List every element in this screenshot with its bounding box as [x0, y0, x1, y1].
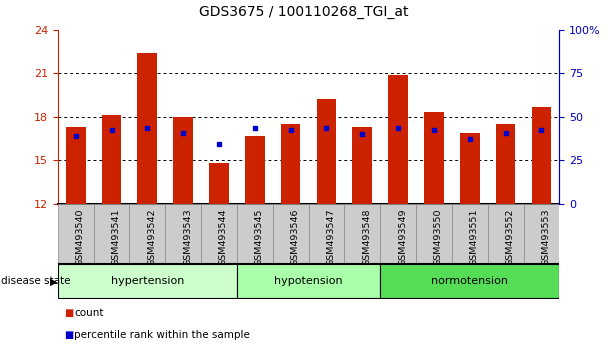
Text: GSM493545: GSM493545 — [255, 209, 264, 266]
Bar — [102, 115, 122, 204]
Bar — [389, 75, 408, 204]
Bar — [281, 124, 300, 204]
Bar — [531, 107, 551, 204]
Text: GSM493542: GSM493542 — [147, 209, 156, 266]
Bar — [424, 113, 444, 204]
Bar — [344, 204, 380, 264]
Text: ■: ■ — [64, 308, 73, 318]
Text: GSM493548: GSM493548 — [362, 209, 371, 266]
Text: GSM493543: GSM493543 — [183, 209, 192, 266]
Text: ■: ■ — [64, 330, 73, 339]
Bar — [66, 127, 86, 204]
Text: normotension: normotension — [431, 276, 508, 286]
Bar — [137, 53, 157, 204]
Bar — [488, 204, 523, 264]
Bar — [273, 204, 308, 264]
Text: GSM493552: GSM493552 — [506, 209, 514, 266]
Bar — [380, 264, 559, 298]
Text: GSM493550: GSM493550 — [434, 209, 443, 266]
Bar — [452, 204, 488, 264]
Bar — [353, 127, 372, 204]
Text: GSM493549: GSM493549 — [398, 209, 407, 266]
Text: GSM493546: GSM493546 — [291, 209, 300, 266]
Bar — [317, 99, 336, 204]
Text: disease state: disease state — [1, 276, 71, 286]
Text: GSM493540: GSM493540 — [75, 209, 85, 266]
Bar — [237, 264, 380, 298]
Bar — [308, 204, 344, 264]
Bar — [58, 264, 237, 298]
Bar — [173, 117, 193, 204]
Bar — [201, 204, 237, 264]
Text: GSM493544: GSM493544 — [219, 209, 228, 266]
Text: hypertension: hypertension — [111, 276, 184, 286]
Bar — [460, 133, 480, 204]
Text: count: count — [74, 308, 104, 318]
Text: percentile rank within the sample: percentile rank within the sample — [74, 330, 250, 339]
Bar — [209, 163, 229, 204]
Text: ▶: ▶ — [50, 276, 57, 286]
Text: GSM493547: GSM493547 — [326, 209, 336, 266]
Bar — [237, 204, 273, 264]
Text: GSM493551: GSM493551 — [470, 209, 478, 266]
Bar — [245, 136, 264, 204]
Text: GDS3675 / 100110268_TGI_at: GDS3675 / 100110268_TGI_at — [199, 5, 409, 19]
Bar — [130, 204, 165, 264]
Text: hypotension: hypotension — [274, 276, 343, 286]
Bar — [94, 204, 130, 264]
Text: GSM493541: GSM493541 — [111, 209, 120, 266]
Bar — [416, 204, 452, 264]
Bar — [380, 204, 416, 264]
Bar — [58, 204, 94, 264]
Bar — [496, 124, 516, 204]
Bar — [165, 204, 201, 264]
Bar — [523, 204, 559, 264]
Text: GSM493553: GSM493553 — [542, 209, 550, 266]
